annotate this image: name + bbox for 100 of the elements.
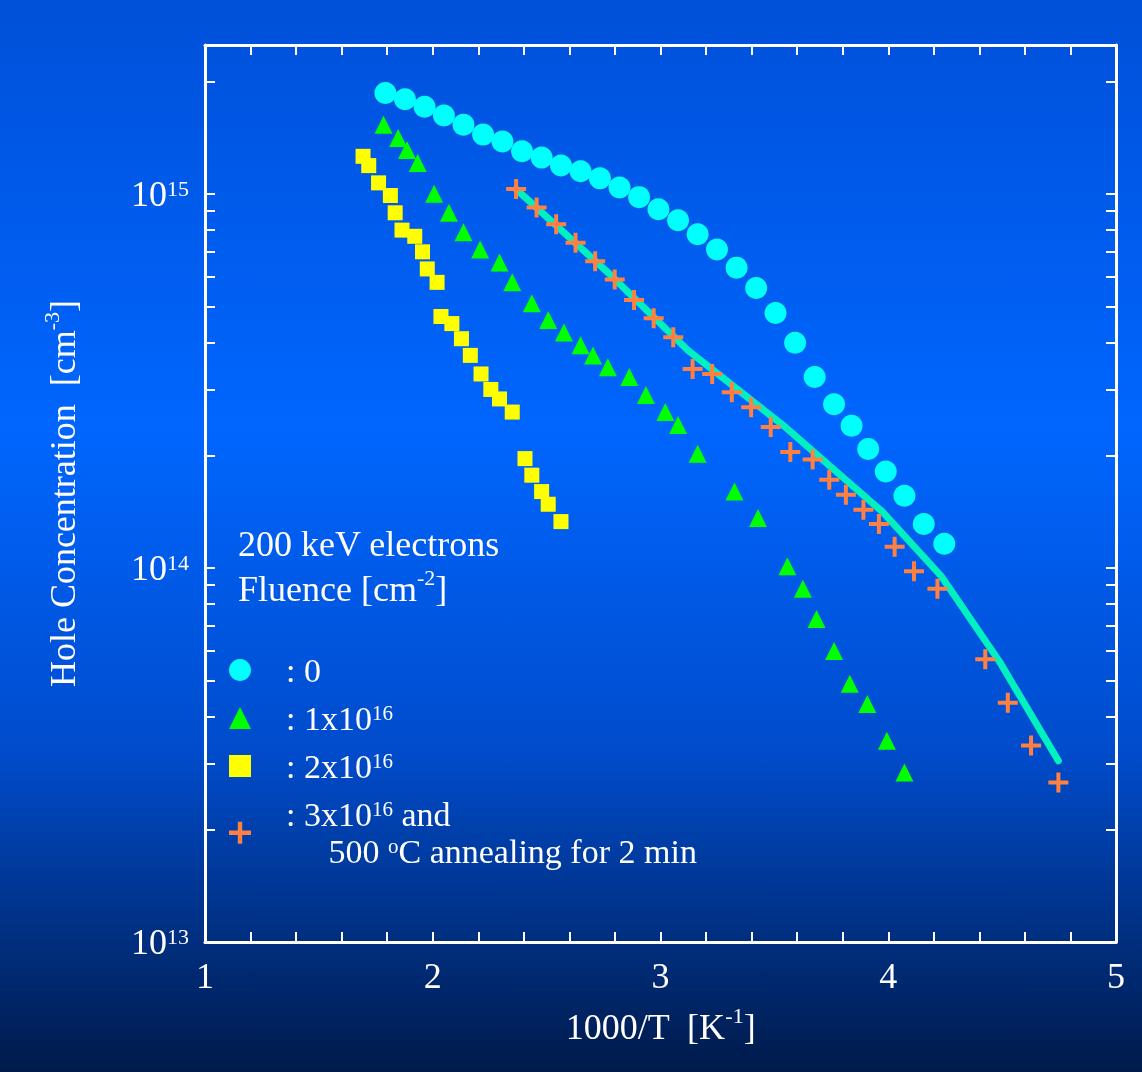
- point: [504, 404, 520, 420]
- point: [975, 649, 996, 670]
- point: [408, 153, 427, 172]
- point: [803, 365, 826, 388]
- point: [371, 175, 387, 191]
- point: [550, 154, 572, 177]
- point: [454, 223, 473, 242]
- point: [534, 484, 550, 500]
- point: [624, 290, 645, 311]
- point: [877, 731, 896, 750]
- point: [429, 274, 445, 290]
- point: [656, 403, 675, 422]
- point: [702, 363, 723, 384]
- point: [453, 331, 469, 347]
- point: [490, 253, 509, 272]
- point: [784, 331, 807, 354]
- point: [425, 184, 444, 203]
- point: [825, 641, 844, 660]
- point: [432, 104, 455, 127]
- point: [524, 467, 540, 483]
- point: [793, 579, 812, 598]
- point: [491, 130, 514, 153]
- point: [506, 179, 527, 200]
- point: [1048, 772, 1069, 793]
- point: [725, 256, 748, 279]
- point: [741, 397, 762, 418]
- x-tick-label: 4: [879, 955, 898, 996]
- point: [857, 437, 880, 460]
- point: [706, 238, 728, 261]
- point: [452, 113, 475, 136]
- point: [835, 484, 856, 505]
- point: [387, 205, 403, 221]
- point: [748, 508, 767, 527]
- point: [462, 347, 478, 363]
- point: [539, 311, 558, 330]
- point: [688, 444, 707, 463]
- point: [893, 484, 916, 507]
- point: [361, 158, 377, 174]
- point: [1021, 735, 1042, 756]
- point: [472, 123, 495, 146]
- point: [778, 557, 797, 576]
- point: [522, 294, 541, 313]
- point: [663, 327, 684, 348]
- point: [511, 140, 534, 163]
- point: [530, 146, 553, 169]
- point: [802, 449, 823, 470]
- point: [413, 95, 436, 118]
- point: [819, 469, 840, 490]
- point: [604, 269, 625, 290]
- point: [585, 251, 606, 272]
- x-tick-label: 3: [651, 955, 670, 996]
- point: [933, 532, 956, 555]
- point: [419, 261, 435, 277]
- point: [374, 115, 393, 134]
- point: [997, 692, 1018, 713]
- point: [682, 359, 703, 380]
- point: [868, 514, 889, 535]
- point: [553, 514, 569, 530]
- point: [903, 561, 924, 582]
- point: [858, 694, 877, 713]
- x-tick-label: 1: [196, 955, 214, 996]
- point: [643, 308, 664, 329]
- point: [853, 499, 874, 520]
- point: [647, 198, 670, 221]
- legend-label: : 0: [286, 651, 321, 689]
- point: [807, 610, 826, 629]
- point: [473, 366, 489, 382]
- point: [546, 214, 567, 235]
- point: [517, 451, 533, 467]
- point: [636, 385, 655, 404]
- point: [588, 167, 611, 190]
- point: [471, 240, 490, 259]
- point: [439, 203, 458, 222]
- point: [874, 460, 897, 483]
- point: [554, 323, 573, 342]
- point: [927, 578, 948, 599]
- point: [444, 316, 460, 332]
- x-tick-label: 5: [1107, 955, 1125, 996]
- point: [491, 391, 507, 407]
- point: [912, 513, 935, 536]
- point: [540, 496, 556, 512]
- point: [571, 336, 590, 355]
- point: [598, 358, 617, 377]
- point: [721, 382, 742, 403]
- point: [895, 763, 914, 782]
- point: [393, 88, 416, 111]
- point: [745, 277, 768, 300]
- point: [584, 346, 603, 365]
- point: [565, 232, 586, 253]
- x-tick-label: 2: [423, 955, 442, 996]
- point: [780, 442, 801, 463]
- point: [840, 414, 863, 437]
- point: [374, 82, 397, 105]
- point: [526, 197, 547, 218]
- point: [608, 176, 631, 199]
- point: [884, 536, 905, 557]
- point: [398, 140, 417, 159]
- point: [667, 209, 690, 232]
- point: [389, 129, 408, 148]
- point: [823, 393, 846, 416]
